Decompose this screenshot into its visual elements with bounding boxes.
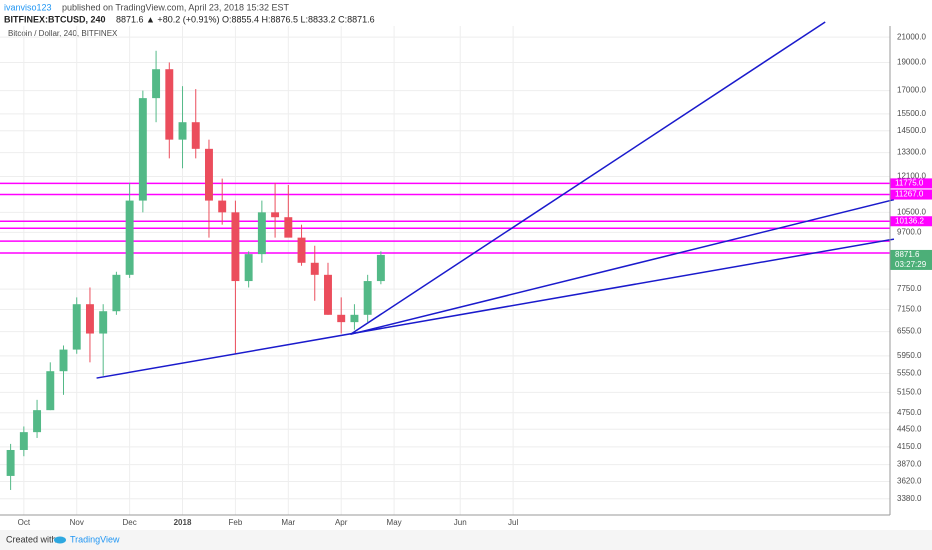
candle-body [138, 98, 147, 201]
x-tick-label: Apr [335, 518, 348, 527]
brand[interactable]: TradingView [70, 534, 120, 544]
candle-body [244, 254, 253, 282]
trend-line [350, 21, 826, 335]
y-tick-label: 13300.0 [897, 148, 926, 157]
logo [54, 536, 66, 544]
trend-line [96, 238, 895, 379]
last-price: 8871.6 [895, 250, 920, 259]
last-price-tag [890, 249, 932, 270]
candle-body [46, 371, 55, 411]
y-tick-label: 5550.0 [897, 369, 922, 378]
price-tag-label: 11267.0 [895, 190, 924, 199]
y-tick-label: 14500.0 [897, 126, 926, 135]
candle-body [125, 200, 134, 275]
y-tick-label: 5150.0 [897, 387, 922, 396]
chart-title: Bitcoin / Dollar, 240, BITFINEX [8, 29, 118, 38]
candle-body [59, 349, 68, 372]
symbol: BITFINEX:BTCUSD, 240 [4, 14, 106, 24]
author[interactable]: ivanviso123 [4, 2, 52, 12]
x-tick-label: Jun [454, 518, 467, 527]
candle-body [257, 212, 266, 255]
candle-body [33, 410, 42, 433]
candle-body [350, 314, 359, 323]
price-tag [890, 178, 932, 189]
candle-body [165, 69, 174, 140]
candle-body [271, 212, 280, 218]
y-tick-label: 6550.0 [897, 327, 922, 336]
y-tick-label: 3870.0 [897, 460, 922, 469]
candle-body [205, 148, 213, 201]
candle-body [152, 69, 161, 99]
candle-body [6, 449, 15, 476]
countdown: 03:27:29 [895, 260, 927, 269]
candle-body [72, 304, 81, 350]
candle-body [297, 237, 306, 263]
x-tick-label: Feb [229, 518, 243, 527]
price-tag-label: 10136.2 [895, 216, 924, 225]
price-tag [890, 189, 932, 200]
y-tick-label: 19000.0 [897, 58, 926, 67]
y-tick-label: 5950.0 [897, 351, 922, 360]
y-tick-label: 12100.0 [897, 172, 926, 181]
y-tick-label: 4450.0 [897, 424, 922, 433]
y-tick-label: 10500.0 [897, 207, 926, 216]
y-tick-label: 3620.0 [897, 477, 922, 486]
price-tag-label: 11775.0 [895, 178, 924, 187]
candle-body [99, 311, 108, 334]
published: published on TradingView.com, April 23, … [62, 2, 289, 12]
x-tick-label: Nov [70, 518, 84, 527]
candle-body [284, 217, 293, 238]
candle-body [218, 200, 227, 213]
candle-body [85, 304, 94, 334]
candle-body [231, 212, 240, 282]
footer: Created with [6, 534, 57, 544]
y-tick-label: 9700.0 [897, 227, 922, 236]
candle-body [376, 254, 385, 282]
x-tick-label: Jul [508, 518, 518, 527]
y-tick-label: 17000.0 [897, 86, 926, 95]
candle-body [112, 274, 121, 312]
x-tick-label: Oct [18, 518, 31, 527]
x-tick-label: May [387, 518, 402, 527]
candle-body [19, 432, 28, 450]
price-tag [890, 216, 932, 227]
quote: 8871.6 ▲ +80.2 (+0.91%) O:8855.4 H:8876.… [116, 14, 375, 24]
candle-body [337, 314, 346, 323]
y-tick-label: 15500.0 [897, 109, 926, 118]
x-tick-label: Dec [123, 518, 137, 527]
x-tick-label: 2018 [174, 518, 192, 527]
x-tick-label: Mar [281, 518, 295, 527]
candle-body [178, 122, 187, 140]
y-tick-label: 21000.0 [897, 32, 926, 41]
candle-body [324, 274, 332, 315]
y-tick-label: 4750.0 [897, 408, 922, 417]
candle-body [191, 122, 200, 149]
y-tick-label: 7150.0 [897, 305, 922, 314]
y-tick-label: 7750.0 [897, 284, 922, 293]
trend-line [350, 198, 895, 336]
candle-body [310, 262, 319, 275]
y-tick-label: 3380.0 [897, 494, 922, 503]
footer-bar [0, 530, 932, 550]
candle-body [363, 281, 372, 315]
y-tick-label: 4150.0 [897, 442, 922, 451]
